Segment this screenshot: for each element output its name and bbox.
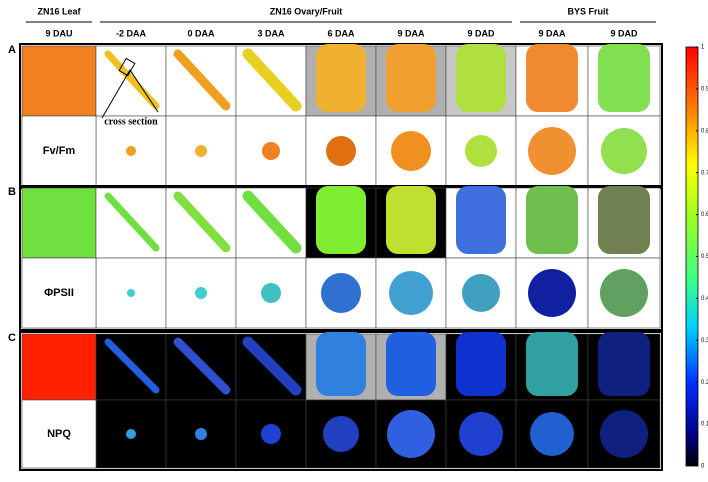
column-label: 0 DAA (187, 28, 215, 38)
group-header: BYS Fruit (567, 6, 608, 16)
cross-section (465, 135, 497, 167)
fruit (316, 44, 366, 112)
cross-section (261, 424, 281, 444)
label-cell (21, 257, 97, 329)
colorbar-tick-label: 1 (701, 45, 705, 51)
cross-section (600, 269, 648, 317)
label-cell (21, 115, 97, 187)
colorbar-tick-label: 0.4 (701, 296, 708, 302)
ovary (242, 190, 302, 254)
ovary (173, 191, 231, 253)
fruit (316, 186, 366, 254)
cross-section (459, 412, 503, 456)
cross-section (321, 273, 361, 313)
colorbar-tick-label: 0.6 (701, 212, 708, 218)
column-label: 9 DAA (397, 28, 425, 38)
cross-section (600, 410, 648, 458)
cross-section (323, 416, 359, 452)
column-label: 9 DAD (610, 28, 638, 38)
column-label: 3 DAA (257, 28, 285, 38)
fruit (526, 332, 578, 396)
fruit (526, 186, 578, 254)
column-label: 6 DAA (327, 28, 355, 38)
colorbar-tick-label: 0.8 (701, 128, 708, 134)
fruit (456, 44, 506, 112)
colorbar-tick-label: 0.7 (701, 170, 708, 176)
parameter-label: Fv/Fm (43, 145, 76, 157)
cross-section (195, 428, 207, 440)
cross-section (262, 142, 280, 160)
cross-section (127, 289, 135, 297)
cross-section (462, 274, 500, 312)
label-cell (21, 399, 97, 469)
leaf (24, 48, 94, 114)
cross-section (528, 269, 576, 317)
colorbar-tick-label: 0.2 (701, 380, 708, 386)
fruit (386, 44, 436, 112)
colorbar-tick-label: 0.5 (701, 254, 708, 260)
column-label: 9 DAD (467, 28, 495, 38)
ovary (242, 336, 302, 396)
cross-section (387, 410, 435, 458)
cross-section (528, 127, 576, 175)
ovary (173, 49, 231, 111)
ovary (104, 338, 160, 394)
colorbar-tick-label: 0.1 (701, 422, 708, 428)
cross-section (601, 128, 647, 174)
image-grid (19, 43, 663, 471)
group-header: ZN16 Ovary/Fruit (270, 6, 343, 16)
cross-section (261, 283, 281, 303)
column-label: 9 DAU (45, 28, 72, 38)
fruit (598, 186, 650, 254)
parameter-label: ΦPSII (44, 287, 74, 299)
column-label: 9 DAA (538, 28, 566, 38)
cross-section (126, 146, 136, 156)
parameter-label: NPQ (47, 428, 71, 440)
annotation: cross section (104, 116, 158, 127)
fruit (598, 44, 650, 112)
fruit (316, 332, 366, 396)
fruit (526, 44, 578, 112)
group-header: ZN16 Leaf (37, 6, 81, 16)
colorbar-tick-label: 0.3 (701, 338, 708, 344)
annotation-box (118, 57, 136, 77)
ovary (173, 337, 231, 395)
panel-letter: C (8, 332, 16, 344)
fruit (456, 186, 506, 254)
fruit (386, 332, 436, 396)
colorbar-tick-label: 0 (701, 464, 705, 470)
column-label: -2 DAA (116, 28, 147, 38)
panel-letter: B (8, 186, 16, 198)
fruit (456, 332, 506, 396)
cross-section (195, 145, 207, 157)
leaf (24, 190, 94, 256)
ovary (104, 192, 160, 252)
cross-section (391, 131, 431, 171)
cross-section (389, 271, 433, 315)
cross-section (530, 412, 574, 456)
cross-section (195, 287, 207, 299)
panel-letter: A (8, 44, 16, 56)
leaf (24, 336, 94, 398)
annotation-line (101, 69, 159, 119)
fruit (598, 332, 650, 396)
ovary (242, 48, 302, 112)
cross-section (126, 429, 136, 439)
colorbar-tick-label: 0.9 (701, 86, 708, 92)
fruit (386, 186, 436, 254)
cross-section (326, 136, 356, 166)
